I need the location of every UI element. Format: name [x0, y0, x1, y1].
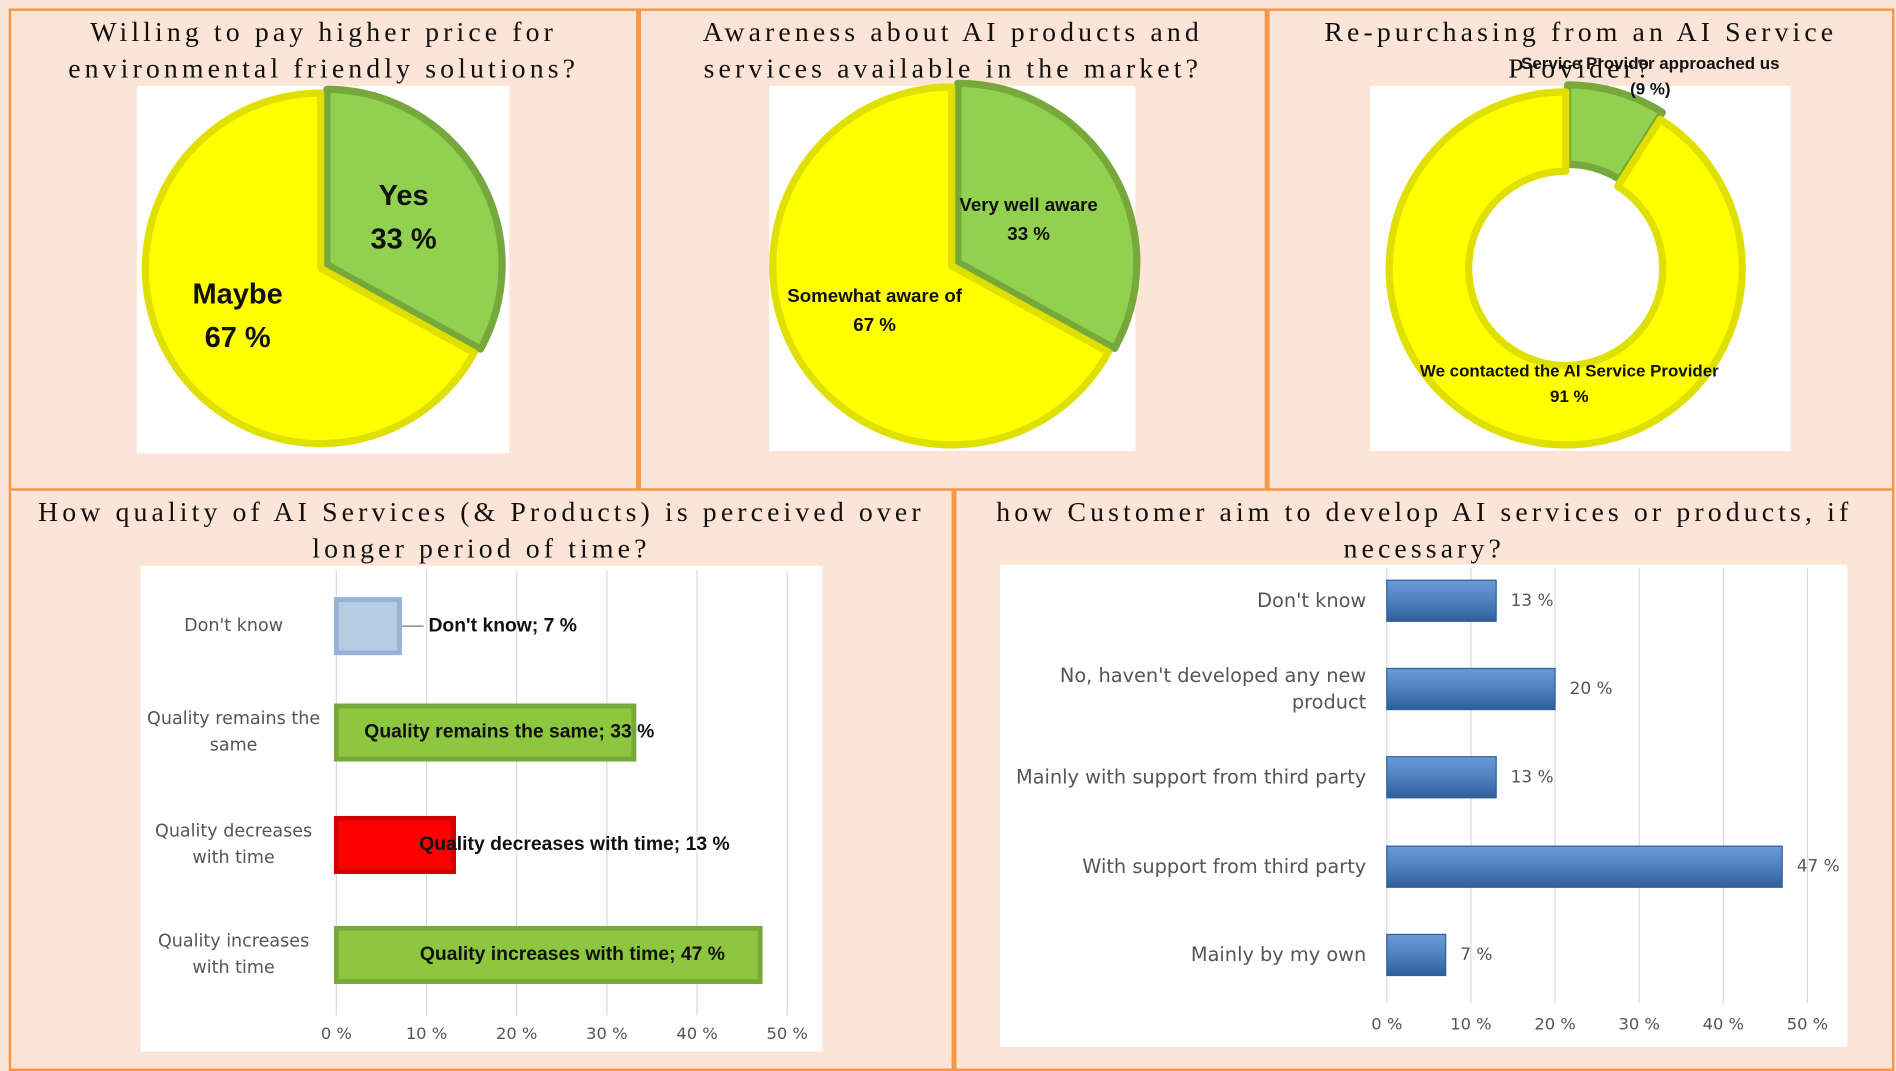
bar [333, 925, 763, 984]
bar [1386, 756, 1497, 799]
y-tick-label: Quality remains the same [147, 709, 321, 756]
x-tick-label: 10 % [406, 1024, 447, 1043]
slice-value-label: 67 % [853, 314, 896, 335]
data-label: 13 % [1511, 766, 1554, 786]
bar [1386, 845, 1783, 888]
bar [1386, 667, 1556, 711]
y-tick-label-box: With support from third party [1082, 854, 1367, 878]
y-tick-label-box: Mainly by my own [1190, 942, 1367, 966]
x-tick-label: 20 % [496, 1024, 537, 1043]
slice-label: Service Provider approached us [1521, 54, 1779, 73]
x-tick-label: 0 % [1371, 1015, 1402, 1034]
data-label: 47 % [1797, 856, 1840, 876]
y-tick-label-box: Don't know [184, 616, 284, 636]
bar [1386, 933, 1447, 977]
pie-slice [1385, 88, 1746, 449]
x-tick-label: 50 % [1787, 1015, 1828, 1034]
bar [333, 703, 637, 762]
bar [333, 597, 402, 656]
chart-title-box: Willing to pay higher price for environm… [68, 16, 580, 84]
x-tick-label: 50 % [767, 1024, 808, 1043]
chart-title: how Customer aim to develop AI services … [996, 496, 1853, 564]
slice-label: Yes [379, 180, 429, 212]
bar [333, 815, 456, 874]
x-tick-label: 0 % [321, 1024, 352, 1043]
slice-value-label: 67 % [205, 322, 271, 354]
y-tick-label: No, haven't developed any new product [1059, 663, 1367, 714]
slice-label: Very well aware [959, 194, 1097, 215]
slice-value-label: (9 %) [1630, 80, 1670, 99]
data-label: 7 % [1460, 944, 1492, 964]
pie-slice [769, 83, 1113, 449]
y-tick-label-box: Don't know [1257, 588, 1367, 612]
slice-label: Maybe [193, 278, 283, 310]
y-tick-label-box: Quality increases with time [157, 931, 310, 978]
bar [1386, 579, 1497, 622]
chart-title-box: How quality of AI Services (& Products) … [38, 496, 925, 564]
x-tick-label: 30 % [586, 1024, 627, 1043]
x-tick-label: 40 % [676, 1024, 717, 1043]
pie-slice [954, 79, 1141, 353]
x-tick-label: 30 % [1618, 1015, 1659, 1034]
slice-label: We contacted the AI Service Provider [1420, 362, 1719, 381]
chart-title: Awareness about AI products and services… [702, 16, 1203, 84]
y-tick-label: Mainly by my own [1190, 942, 1367, 966]
data-label: 13 % [1511, 590, 1554, 610]
data-label: Quality decreases with time; 13 % [419, 833, 729, 855]
data-label: 20 % [1570, 678, 1613, 698]
x-tick-label: 40 % [1703, 1015, 1744, 1034]
x-tick-label: 20 % [1534, 1015, 1575, 1034]
slice-value-label: 91 % [1550, 387, 1589, 406]
chart-title: Re-purchasing from an AI Service Provide… [1324, 16, 1838, 84]
y-tick-label: Quality decreases with time [155, 821, 313, 868]
chart-title: Willing to pay higher price for environm… [68, 16, 580, 84]
pie-slice [141, 89, 478, 448]
slice-value-label: 33 % [1007, 223, 1050, 244]
y-tick-label-box: Quality decreases with time [155, 821, 313, 868]
y-tick-label-box: Mainly with support from third party [1015, 765, 1367, 789]
pie-slice [1564, 81, 1666, 184]
chart-title-box: Awareness about AI products and services… [702, 16, 1203, 84]
chart-title-box: how Customer aim to develop AI services … [996, 496, 1853, 564]
y-tick-label-box: Quality remains the same [147, 709, 321, 756]
chart-title: How quality of AI Services (& Products) … [38, 496, 925, 564]
slice-value-label: 33 % [371, 224, 437, 256]
y-tick-label-box: No, haven't developed any new product [1059, 663, 1367, 714]
data-label: Don't know; 7 % [428, 614, 576, 636]
x-tick-label: 10 % [1450, 1015, 1491, 1034]
y-tick-label: With support from third party [1082, 854, 1367, 878]
chart-title-box: Re-purchasing from an AI Service Provide… [1324, 16, 1838, 84]
y-tick-label: Mainly with support from third party [1015, 765, 1367, 789]
y-tick-label: Don't know [1257, 588, 1367, 612]
y-tick-label: Quality increases with time [157, 931, 310, 978]
pie-slice [323, 85, 506, 353]
y-tick-label: Don't know [184, 616, 284, 636]
data-label: Quality increases with time; 47 % [420, 943, 725, 965]
slice-label: Somewhat aware of [787, 285, 963, 306]
data-label: Quality remains the same; 33 % [364, 721, 654, 743]
